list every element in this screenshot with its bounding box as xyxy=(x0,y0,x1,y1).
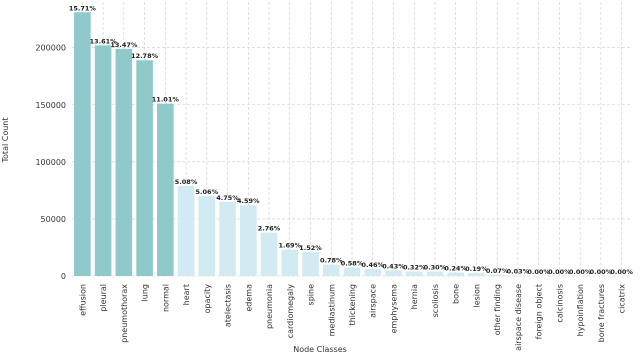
bar xyxy=(447,272,464,276)
x-tick-label: mediastinum xyxy=(327,284,336,337)
bar xyxy=(468,273,485,276)
bar-label: 5.06% xyxy=(196,188,219,196)
x-tick-label: hernia xyxy=(410,284,419,309)
x-tick-label: pleural xyxy=(99,284,108,312)
bar xyxy=(94,45,112,277)
bar-label: 4.75% xyxy=(216,194,239,202)
bar xyxy=(136,60,153,276)
bar-label: 2.76% xyxy=(258,225,281,233)
x-tick-label: pneumonia xyxy=(265,284,274,329)
bar-label: 0.24% xyxy=(444,265,467,273)
x-tick-label: lung xyxy=(141,284,150,301)
x-tick-label: cardiomegaly xyxy=(286,284,295,339)
bar-label: 12.78% xyxy=(131,52,159,60)
bar-label: 0.32% xyxy=(403,263,426,271)
bar xyxy=(240,205,257,276)
x-tick-label: hypoinflation xyxy=(576,284,585,336)
y-tick-label: 200000 xyxy=(35,44,66,53)
bar xyxy=(405,271,423,276)
x-tick-label: emphysema xyxy=(389,284,398,333)
bar-label: 0.07% xyxy=(486,267,509,275)
bar xyxy=(322,264,340,276)
x-tick-label: thickening xyxy=(348,284,357,326)
y-axis-label: Total Count xyxy=(1,118,10,164)
x-tick-label: atelectasis xyxy=(224,284,233,327)
x-tick-label: airspace xyxy=(369,284,378,318)
x-tick-label: spine xyxy=(307,284,316,306)
bar xyxy=(426,271,444,276)
x-tick-label: foreign object xyxy=(535,284,544,339)
x-tick-label: airspace disease xyxy=(514,284,523,351)
x-axis-label: Node Classes xyxy=(293,345,347,354)
x-tick-label: scoliosis xyxy=(431,284,440,317)
bar-label: 13.47% xyxy=(110,41,138,49)
bar-label: 0.00% xyxy=(610,268,633,276)
bar-label: 0.30% xyxy=(424,263,447,271)
bar-label: 0.00% xyxy=(548,268,571,276)
bar xyxy=(385,270,402,276)
bar-label: 11.01% xyxy=(152,96,180,104)
x-tick-label: pneumothorax xyxy=(120,284,129,343)
bar-label: 13.61% xyxy=(90,37,118,45)
bar-label: 0.00% xyxy=(569,268,592,276)
bar-label: 15.71% xyxy=(69,4,97,12)
y-tick-label: 100000 xyxy=(35,158,66,167)
x-tick-label: bone xyxy=(452,284,461,304)
bar-label: 0.78% xyxy=(320,257,343,265)
bar xyxy=(488,274,506,276)
bar-label: 0.58% xyxy=(341,259,364,267)
x-tick-label: normal xyxy=(161,284,170,312)
x-tick-label: bone fractures xyxy=(597,284,606,342)
bar-label: 0.00% xyxy=(527,268,550,276)
bar-label: 0.03% xyxy=(507,268,530,276)
bar xyxy=(364,269,382,276)
bar-label: 1.69% xyxy=(278,242,301,250)
bar xyxy=(157,103,174,276)
bar xyxy=(302,252,319,276)
bar xyxy=(219,201,236,276)
x-tick-label: opacity xyxy=(203,284,212,314)
bar-label: 0.43% xyxy=(382,262,405,270)
bar-label: 5.08% xyxy=(175,178,198,186)
x-tick-label: lesion xyxy=(472,284,481,308)
x-tick-label: other finding xyxy=(493,284,502,335)
x-tick-label: calcinosis xyxy=(555,284,564,323)
x-tick-label: effusion xyxy=(78,284,87,316)
bar xyxy=(177,185,195,276)
bar xyxy=(115,48,133,276)
x-tick-label: edema xyxy=(244,284,253,312)
y-tick-label: 50000 xyxy=(41,215,66,224)
y-tick-label: 0 xyxy=(61,272,66,281)
x-tick-label: cicatrix xyxy=(618,284,627,314)
bar xyxy=(343,267,361,276)
bar xyxy=(260,232,278,276)
x-tick-label: heart xyxy=(182,284,191,305)
bar xyxy=(74,12,91,277)
bar-label: 0.00% xyxy=(590,268,613,276)
bar-label: 4.59% xyxy=(237,197,260,205)
bar-label: 1.52% xyxy=(299,244,322,252)
bar-label: 0.46% xyxy=(361,261,384,269)
y-tick-label: 150000 xyxy=(35,101,66,110)
bar xyxy=(281,249,299,276)
bar xyxy=(198,196,216,276)
bar-label: 0.19% xyxy=(465,265,488,273)
